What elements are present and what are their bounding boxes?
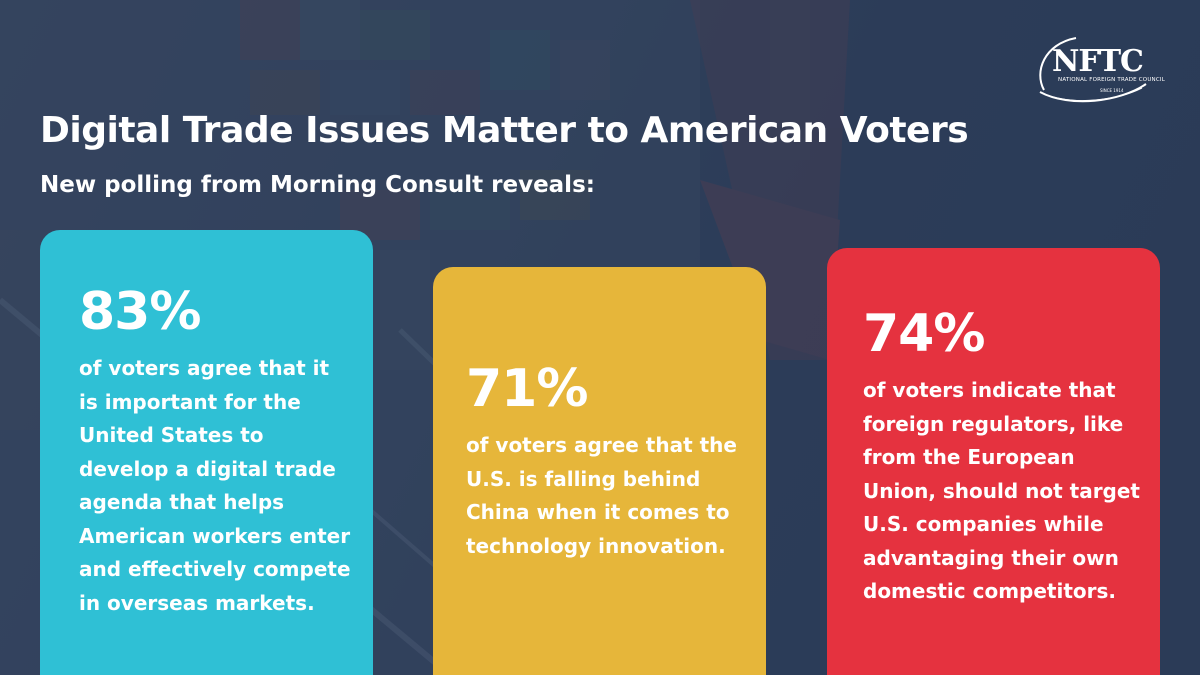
page-title: Digital Trade Issues Matter to American …: [40, 110, 969, 151]
stat-percent: 71%: [466, 359, 588, 419]
stat-description: of voters agree that it is important for…: [79, 356, 351, 615]
stat-description: of voters agree that the U.S. is falling…: [466, 433, 737, 558]
logo-wordmark: NFTC: [1052, 44, 1144, 79]
stat-percent: 83%: [79, 282, 201, 342]
logo-since: SINCE 1914: [1100, 88, 1124, 93]
stat-percent: 74%: [863, 304, 985, 364]
stat-card-74: 74% of voters indicate that foreign regu…: [827, 248, 1160, 675]
stat-card-71: 71% of voters agree that the U.S. is fal…: [433, 267, 766, 675]
stat-card-83: 83% of voters agree that it is important…: [40, 230, 373, 675]
page-subtitle: New polling from Morning Consult reveals…: [40, 172, 595, 198]
nftc-logo: NFTC NATIONAL FOREIGN TRADE COUNCIL SINC…: [1030, 32, 1165, 104]
logo-swoosh-icon: [1039, 37, 1147, 103]
logo-tagline: NATIONAL FOREIGN TRADE COUNCIL: [1058, 77, 1166, 83]
stat-description: of voters indicate that foreign regulato…: [863, 378, 1140, 603]
